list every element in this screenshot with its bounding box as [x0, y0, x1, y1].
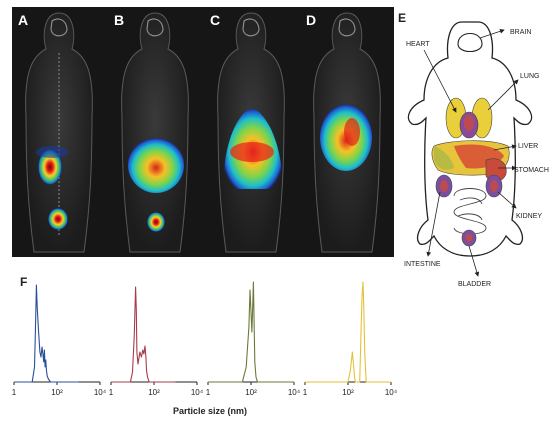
scan-label-d: D: [306, 12, 316, 28]
label-lung: LUNG: [520, 73, 539, 80]
panel-label-f: F: [20, 275, 27, 289]
x-tick-label: 10²: [245, 388, 257, 397]
x-tick-label: 10²: [342, 388, 354, 397]
scan-label-b: B: [114, 12, 124, 28]
x-tick-label: 1: [109, 388, 114, 397]
series-line-b: [111, 286, 176, 383]
x-tick-label: 10²: [51, 388, 63, 397]
scan-panel-a: A: [12, 7, 107, 257]
scan-panel-c: C: [204, 7, 299, 257]
x-axis-title: Particle size (nm): [173, 406, 247, 416]
label-kidney: KIDNEY: [516, 213, 542, 220]
mouse-body-outline: [407, 21, 533, 257]
label-intestine: INTESTINE: [404, 261, 441, 268]
brain-shape: [457, 32, 483, 53]
intestine-shape: [453, 188, 487, 235]
scan-panel-b: B: [108, 7, 203, 257]
series-line-d: [305, 281, 391, 383]
scan-panels: A B C D: [12, 7, 394, 257]
x-tick-label: 10⁴: [191, 388, 204, 397]
label-liver: LIVER: [518, 143, 538, 150]
scan-panel-d: D: [300, 7, 394, 257]
size-plot-b: 1 10² 10⁴: [109, 286, 204, 397]
label-stomach: STOMACH: [514, 167, 549, 174]
label-heart: HEART: [406, 41, 430, 48]
x-tick-label: 10⁴: [288, 388, 301, 397]
size-plot-a: 1 10² 10⁴: [12, 284, 107, 397]
series-line-a: [14, 284, 79, 383]
scan-label-a: A: [18, 12, 28, 28]
x-tick-label: 10²: [148, 388, 160, 397]
x-tick-label: 10⁴: [385, 388, 398, 397]
particle-size-chart: F 1 10² 10⁴ 1 10² 10⁴ 1 10² 10⁴ 1 10² 10⁴ Particle …: [12, 275, 398, 416]
scan-label-c: C: [210, 12, 220, 28]
size-plot-d: 1 10² 10⁴: [303, 281, 398, 397]
label-bladder: BLADDER: [458, 281, 491, 288]
organ-diagram: E BRAIN HEART LUNG LIVER STOMACH KIDNEY: [398, 11, 549, 288]
x-tick-label: 1: [303, 388, 308, 397]
label-brain: BRAIN: [510, 29, 531, 36]
series-line-c: [208, 281, 294, 383]
x-tick-label: 1: [206, 388, 211, 397]
x-tick-label: 10⁴: [94, 388, 107, 397]
size-plot-c: 1 10² 10⁴: [206, 281, 301, 397]
x-tick-label: 1: [12, 388, 17, 397]
panel-label-e: E: [398, 11, 406, 25]
